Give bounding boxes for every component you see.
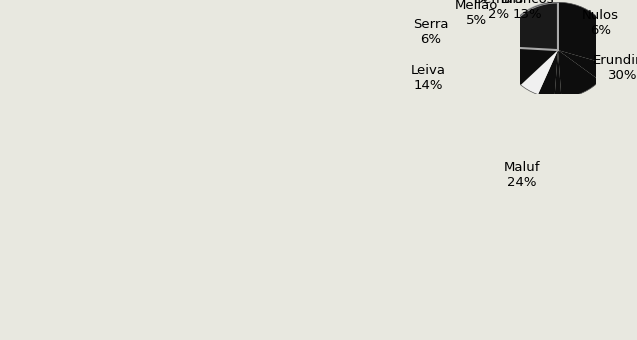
PathPatch shape — [504, 2, 558, 50]
Text: Mellão
5%: Mellão 5% — [455, 0, 498, 27]
PathPatch shape — [558, 2, 612, 65]
PathPatch shape — [538, 50, 558, 98]
Text: Maluf
24%: Maluf 24% — [503, 161, 540, 189]
PathPatch shape — [558, 50, 610, 81]
Text: Leiva
14%: Leiva 14% — [411, 64, 446, 92]
Text: Brancos
13%: Brancos 13% — [501, 0, 555, 21]
PathPatch shape — [558, 50, 600, 98]
PathPatch shape — [520, 50, 558, 95]
PathPatch shape — [504, 47, 558, 85]
Text: Demais
2%: Demais 2% — [474, 0, 524, 21]
Text: Erundina
30%: Erundina 30% — [592, 54, 637, 83]
Text: Nulos
6%: Nulos 6% — [582, 8, 619, 36]
Text: Serra
6%: Serra 6% — [413, 18, 448, 46]
PathPatch shape — [555, 50, 561, 98]
